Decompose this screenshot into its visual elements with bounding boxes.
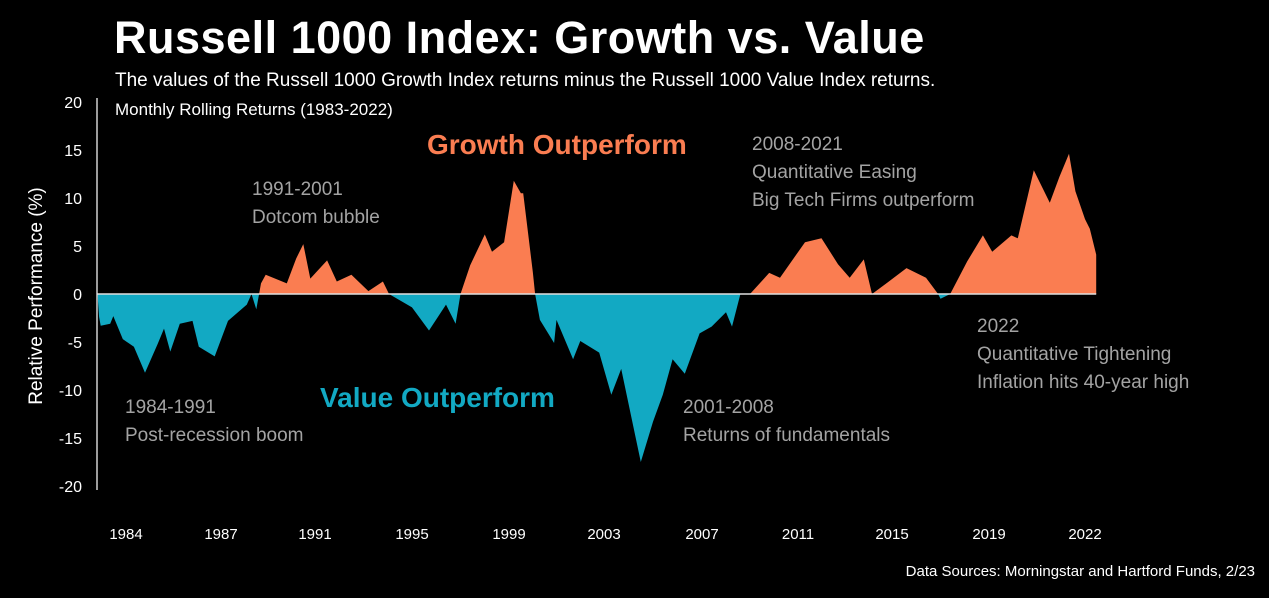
x-tick-label: 1995 xyxy=(395,526,428,543)
growth-outperform-label: Growth Outperform xyxy=(427,129,687,160)
y-tick-label: 15 xyxy=(64,143,82,160)
annotation-2001-2008: 2001-2008 Returns of fundamentals xyxy=(683,397,891,446)
x-tick-label: 1984 xyxy=(109,526,142,543)
x-tick-label: 2019 xyxy=(972,526,1005,543)
chart-title: Russell 1000 Index: Growth vs. Value xyxy=(114,12,925,63)
y-tick-label: 10 xyxy=(64,191,82,208)
chart-subtitle: The values of the Russell 1000 Growth In… xyxy=(115,70,936,91)
y-tick-label: 20 xyxy=(64,95,82,112)
x-tick-label: 2007 xyxy=(685,526,718,543)
y-tick-label: -20 xyxy=(59,479,82,496)
x-tick-label: 2011 xyxy=(782,526,814,543)
x-tick-label: 1987 xyxy=(204,526,237,543)
annotation-2008-2021: 2008-2021 Quantitative Easing Big Tech F… xyxy=(752,134,975,211)
data-source-footer: Data Sources: Morningstar and Hartford F… xyxy=(905,563,1255,580)
growth-outperform-area xyxy=(97,153,1097,294)
y-tick-label: 5 xyxy=(73,239,82,256)
value-outperform-area xyxy=(97,294,1097,462)
y-tick-label: -10 xyxy=(59,383,82,400)
y-tick-label: -15 xyxy=(59,431,82,448)
x-tick-label: 2003 xyxy=(587,526,620,543)
x-tick-label: 2015 xyxy=(875,526,908,543)
annotation-1984-1991: 1984-1991 Post-recession boom xyxy=(125,397,304,446)
annotation-1991-2001: 1991-2001 Dotcom bubble xyxy=(252,179,380,228)
y-tick-label: 0 xyxy=(73,287,82,304)
annotation-2022: 2022 Quantitative Tightening Inflation h… xyxy=(977,316,1190,393)
y-tick-label: -5 xyxy=(68,335,82,352)
x-tick-label: 1991 xyxy=(298,526,331,543)
x-tick-label: 2022 xyxy=(1068,526,1101,543)
value-outperform-label: Value Outperform xyxy=(320,382,555,413)
x-tick-label: 1999 xyxy=(492,526,525,543)
chart-note: Monthly Rolling Returns (1983-2022) xyxy=(115,100,393,119)
